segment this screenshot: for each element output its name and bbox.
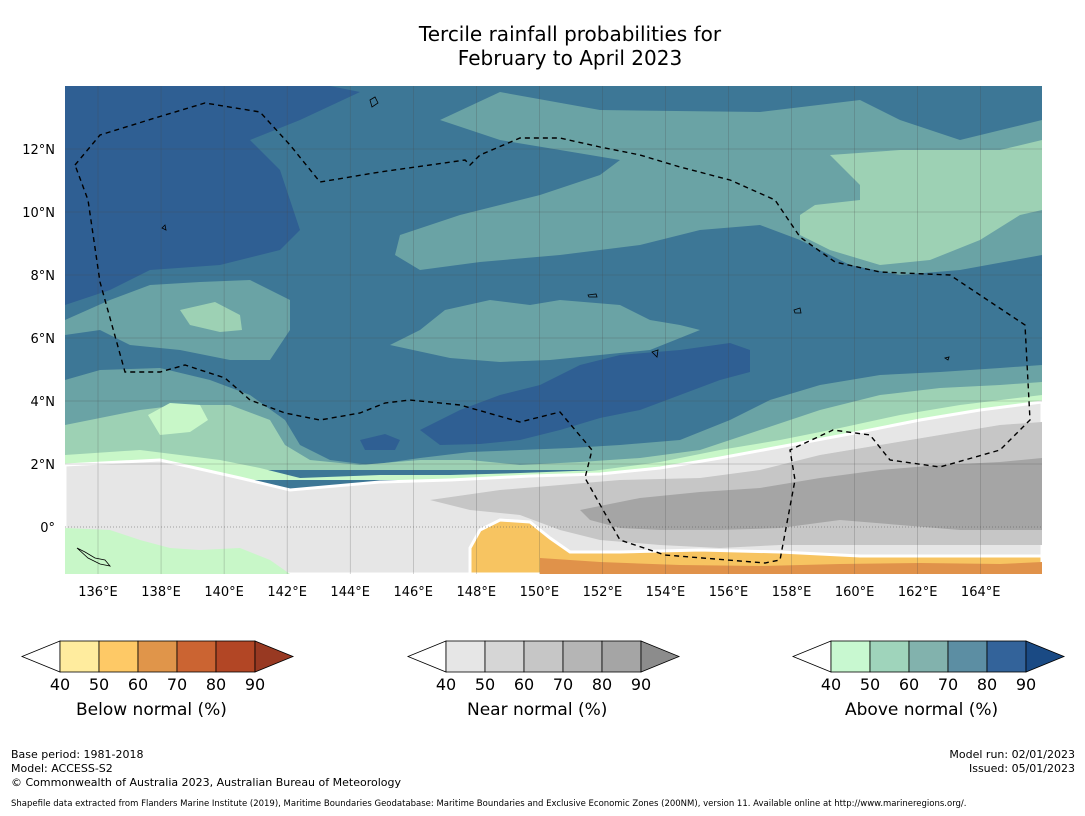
copyright: © Commonwealth of Australia 2023, Austra…: [11, 776, 401, 789]
colorbar-below: 40 50 60 70 80 90: [20, 640, 295, 694]
longitude-label: 150°E: [520, 585, 560, 600]
colorbar-swatch: [986, 640, 1027, 673]
model-run: Model run: 02/01/2023: [949, 748, 1075, 761]
latitude-label: 10°N: [22, 206, 55, 221]
region-above-40-blob: [148, 403, 208, 435]
colorbar-swatch: [869, 640, 910, 673]
longitude-label: 164°E: [961, 585, 1001, 600]
islands: [76, 96, 950, 567]
base-period: Base period: 1981-2018: [11, 748, 144, 761]
probability-contours: [65, 86, 1042, 574]
region-above-80-southwest: [360, 434, 400, 450]
colorbar-over-arrow: [1025, 640, 1066, 673]
colorbar-tick-label: 80: [592, 675, 612, 694]
colorbar-above: 40 50 60 70 80 90: [791, 640, 1066, 694]
colorbars: 40 50 60 70 80 90 40 50 60 70 80 90 40 50 60 70 80 90: [20, 640, 1066, 694]
colorbar-tick-label: 40: [50, 675, 70, 694]
longitude-label: 162°E: [898, 585, 938, 600]
latitude-label: 4°N: [31, 395, 56, 410]
colorbar-near-title: Near normal (%): [467, 700, 608, 720]
longitude-label: 148°E: [457, 585, 497, 600]
region-below-normal-50: [468, 518, 1042, 574]
title-line-1: Tercile rainfall probabilities for: [418, 22, 722, 46]
colorbar-tick-label: 60: [128, 675, 148, 694]
colorbar-tick-label: 40: [821, 675, 841, 694]
model-name: Model: ACCESS-S2: [11, 762, 113, 775]
colorbar-swatch: [176, 640, 217, 673]
region-below-normal-60: [540, 558, 1042, 574]
colorbar-tick-label: 80: [977, 675, 997, 694]
colorbar-below-title: Below normal (%): [76, 700, 227, 720]
region-above-50-middle: [180, 302, 242, 332]
colorbar-over-arrow: [254, 640, 295, 673]
colorbar-swatch: [215, 640, 256, 673]
latitude-label: 6°N: [31, 332, 56, 347]
latitude-label: 12°N: [22, 143, 55, 158]
colorbar-swatch: [445, 640, 486, 673]
region-above-80-central: [420, 343, 750, 445]
region-above-80-northwest: [65, 86, 360, 305]
colorbar-above-title: Above normal (%): [845, 700, 999, 720]
colorbar-swatch: [562, 640, 603, 673]
longitude-label: 156°E: [709, 585, 749, 600]
colorbar-swatch: [947, 640, 988, 673]
title-line-2: February to April 2023: [457, 46, 683, 70]
longitude-label: 152°E: [583, 585, 623, 600]
colorbar-under-arrow: [20, 640, 61, 673]
latitude-tick-labels: 12°N 10°N 8°N 6°N 4°N 2°N 0°: [22, 143, 55, 536]
colorbar-tick-label: 70: [553, 675, 573, 694]
colorbar-tick-label: 90: [1016, 675, 1036, 694]
region-above-60-center: [390, 300, 700, 362]
longitude-label: 136°E: [78, 585, 118, 600]
longitude-label: 158°E: [772, 585, 812, 600]
colorbar-tick-label: 60: [899, 675, 919, 694]
colorbar-swatch: [830, 640, 871, 673]
longitude-label: 138°E: [141, 585, 181, 600]
colorbar-swatch: [523, 640, 564, 673]
longitude-label: 160°E: [835, 585, 875, 600]
issued-date: Issued: 05/01/2023: [968, 762, 1075, 775]
colorbar-swatch: [601, 640, 642, 673]
latitude-label: 0°: [40, 521, 55, 536]
region-above-40-southwest: [65, 528, 290, 574]
region-above-50-east: [800, 140, 1042, 265]
colorbar-over-arrow: [640, 640, 681, 673]
colorbar-under-arrow: [791, 640, 832, 673]
colorbar-tick-label: 40: [436, 675, 456, 694]
colorbar-tick-label: 70: [167, 675, 187, 694]
longitude-label: 144°E: [330, 585, 370, 600]
colorbar-swatch: [908, 640, 949, 673]
colorbar-swatch: [98, 640, 139, 673]
longitude-label: 142°E: [267, 585, 307, 600]
colorbar-swatch: [484, 640, 525, 673]
longitude-label: 154°E: [646, 585, 686, 600]
colorbar-tick-label: 50: [475, 675, 495, 694]
colorbar-tick-label: 50: [860, 675, 880, 694]
longitude-label: 146°E: [393, 585, 433, 600]
region-above-60-middle: [65, 280, 290, 360]
region-near-normal-70: [580, 458, 1042, 530]
colorbar-swatch: [59, 640, 100, 673]
longitude-tick-labels: 136°E 138°E 140°E 142°E 144°E 146°E 148°E 150°E…: [78, 585, 1000, 600]
latitude-label: 2°N: [31, 458, 56, 473]
colorbar-near: 40 50 60 70 80 90: [406, 640, 681, 694]
colorbar-tick-label: 70: [938, 675, 958, 694]
colorbar-tick-label: 60: [514, 675, 534, 694]
footer-right: Model run: 02/01/2023 Issued: 05/01/2023: [949, 748, 1075, 776]
latitude-label: 8°N: [31, 269, 56, 284]
colorbar-tick-label: 50: [89, 675, 109, 694]
longitude-label: 140°E: [204, 585, 244, 600]
map-gridlines: [65, 86, 1042, 574]
colorbar-swatch: [137, 640, 178, 673]
colorbar-tick-label: 80: [206, 675, 226, 694]
footer-left: Base period: 1981-2018 Model: ACCESS-S2 …: [11, 748, 401, 790]
shapefile-credit: Shapefile data extracted from Flanders M…: [11, 799, 967, 809]
map-title: Tercile rainfall probabilities for Febru…: [0, 22, 1085, 70]
colorbar-under-arrow: [406, 640, 447, 673]
eez-boundary-line: [74, 102, 1031, 564]
colorbar-tick-label: 90: [631, 675, 651, 694]
colorbar-tick-label: 90: [245, 675, 265, 694]
